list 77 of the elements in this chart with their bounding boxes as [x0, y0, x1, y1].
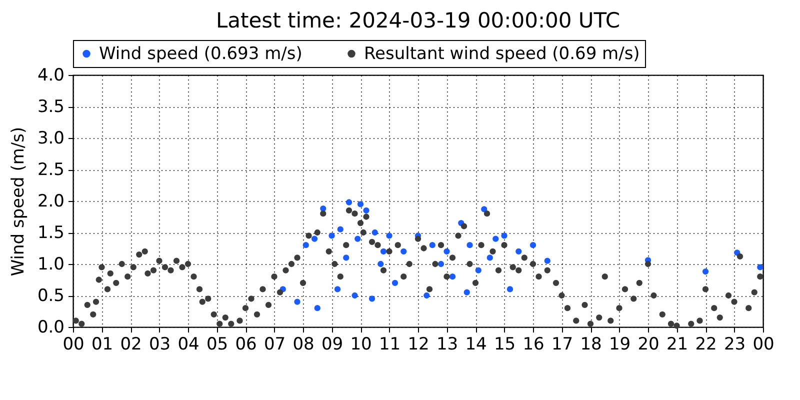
y-tick-label: 2.5: [37, 160, 64, 180]
point: [372, 229, 378, 236]
x-tick-label: 14: [465, 334, 487, 354]
point: [328, 232, 335, 239]
point: [544, 258, 550, 264]
point: [444, 248, 450, 254]
x-tick-label: 21: [666, 334, 688, 354]
x-tick-label: 05: [206, 334, 228, 354]
point: [314, 305, 320, 312]
x-tick-label: 09: [321, 334, 344, 354]
point: [530, 242, 536, 248]
point: [334, 286, 341, 292]
point: [501, 232, 508, 239]
point: [438, 260, 444, 268]
x-tick-label: 17: [551, 334, 574, 354]
point: [311, 236, 318, 242]
point: [354, 236, 361, 242]
x-tick-label: 07: [264, 334, 286, 354]
point: [346, 199, 352, 206]
point: [475, 267, 482, 274]
x-tick-label: 01: [91, 334, 114, 354]
x-tick-label: 04: [178, 334, 200, 354]
x-tick-label: 23: [724, 334, 746, 354]
point: [429, 242, 436, 248]
point: [363, 207, 370, 214]
point: [424, 292, 430, 299]
point: [343, 254, 350, 261]
point: [294, 298, 300, 305]
point: [302, 242, 309, 248]
y-tick-label: 4.0: [37, 66, 64, 86]
point: [380, 248, 387, 254]
legend-label: Wind speed (0.693 m/s): [99, 44, 302, 64]
x-tick-label: 19: [608, 334, 631, 354]
y-tick-label: 1.0: [37, 254, 64, 274]
x-tick-label: 00: [752, 334, 774, 354]
x-tick-label: 10: [350, 334, 372, 354]
x-tick-label: 02: [120, 334, 142, 354]
point: [449, 274, 456, 280]
x-tick-label: 18: [580, 334, 602, 354]
y-tick-label: 3.5: [37, 97, 64, 117]
point: [368, 296, 376, 302]
y-tick-label: 0.0: [37, 318, 64, 338]
point: [400, 248, 407, 254]
x-tick-label: 03: [148, 334, 171, 354]
legend-label: Resultant wind speed (0.69 m/s): [364, 44, 640, 64]
point: [378, 260, 384, 268]
point: [464, 289, 470, 296]
x-tick-label: 13: [436, 334, 458, 354]
y-tick-label: 0.5: [37, 286, 64, 306]
point: [702, 268, 709, 275]
point: [481, 206, 488, 212]
point: [516, 248, 522, 254]
x-tick-label: 06: [235, 334, 257, 354]
x-tick-label: 20: [638, 334, 660, 354]
point: [466, 242, 473, 248]
point: [486, 254, 493, 261]
y-axis-title: Wind speed (m/s): [8, 126, 28, 276]
y-tick-label: 3.0: [37, 128, 64, 148]
x-tick-label: 08: [292, 334, 314, 354]
point: [492, 236, 499, 242]
point: [357, 201, 364, 208]
x-tick-label: 15: [494, 334, 516, 354]
x-tick-label: 00: [62, 334, 84, 354]
y-tick-label: 2.0: [37, 192, 64, 212]
point: [352, 292, 358, 299]
point: [506, 286, 514, 292]
point: [337, 226, 344, 232]
y-tick-label: 1.5: [37, 223, 64, 243]
point: [757, 264, 764, 270]
x-tick-label: 12: [408, 334, 430, 354]
x-tick-label: 16: [522, 334, 544, 354]
x-tick-label: 11: [378, 334, 401, 354]
point: [392, 280, 398, 286]
chart-title: Latest time: 2024-03-19 00:00:00 UTC: [216, 8, 620, 32]
x-tick-label: 22: [695, 334, 717, 354]
point: [320, 205, 326, 212]
point: [386, 232, 392, 239]
